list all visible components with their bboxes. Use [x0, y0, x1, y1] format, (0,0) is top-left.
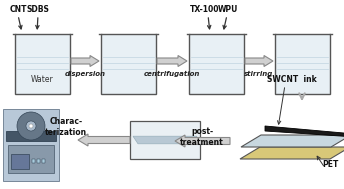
Polygon shape [71, 56, 99, 67]
Polygon shape [157, 56, 187, 67]
Text: dispersion: dispersion [65, 71, 106, 77]
Circle shape [29, 124, 33, 128]
FancyBboxPatch shape [8, 145, 54, 173]
Text: WPU: WPU [218, 5, 238, 14]
FancyBboxPatch shape [42, 159, 45, 163]
Polygon shape [245, 56, 273, 67]
Text: CNT: CNT [9, 5, 27, 14]
Polygon shape [189, 34, 244, 94]
Polygon shape [275, 34, 330, 94]
Text: SWCNT  ink: SWCNT ink [267, 75, 317, 84]
Text: PET: PET [322, 160, 338, 169]
Text: centrifugation: centrifugation [144, 71, 200, 77]
Circle shape [26, 121, 36, 131]
Polygon shape [78, 134, 130, 146]
Text: Water: Water [31, 74, 53, 84]
Text: Charac-
terization: Charac- terization [45, 117, 87, 137]
Polygon shape [6, 131, 56, 141]
Polygon shape [175, 135, 230, 147]
FancyBboxPatch shape [130, 121, 200, 159]
Polygon shape [265, 126, 344, 137]
Polygon shape [240, 147, 344, 159]
Polygon shape [14, 34, 69, 94]
Text: stirring: stirring [244, 71, 273, 77]
Text: TX-100: TX-100 [190, 5, 220, 14]
Polygon shape [241, 135, 344, 147]
FancyBboxPatch shape [3, 109, 59, 181]
Polygon shape [133, 136, 197, 144]
FancyBboxPatch shape [32, 159, 35, 163]
Polygon shape [100, 34, 155, 94]
FancyBboxPatch shape [37, 159, 40, 163]
Text: post-
treatment: post- treatment [180, 127, 224, 147]
FancyBboxPatch shape [11, 154, 29, 169]
Circle shape [17, 112, 45, 140]
Text: SDBS: SDBS [26, 5, 50, 14]
